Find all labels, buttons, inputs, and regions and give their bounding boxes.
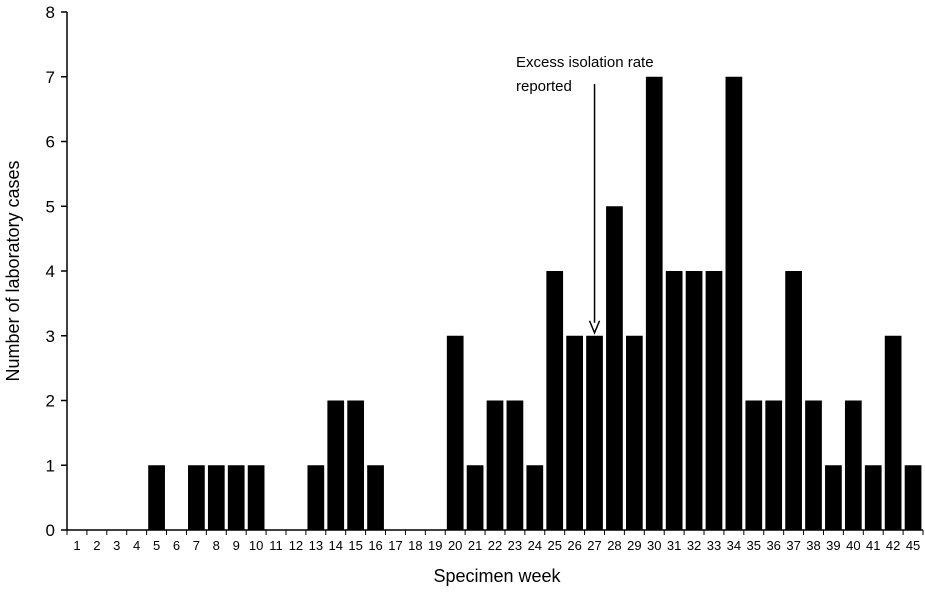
- bar-week-10: [247, 465, 265, 530]
- x-tick-label: 39: [826, 538, 840, 553]
- bar-week-14: [327, 400, 345, 530]
- x-tick-label: 32: [687, 538, 701, 553]
- bar-week-34: [725, 76, 743, 530]
- x-tick-label: 24: [528, 538, 542, 553]
- bar-week-31: [665, 271, 683, 530]
- x-tick-label: 36: [766, 538, 780, 553]
- x-tick-label: 6: [173, 538, 180, 553]
- x-tick-label: 2: [93, 538, 100, 553]
- x-tick-label: 9: [233, 538, 240, 553]
- bar-week-28: [606, 206, 623, 530]
- bar-week-22: [486, 400, 504, 530]
- x-tick-label: 7: [193, 538, 200, 553]
- bar-week-8: [207, 465, 225, 530]
- x-tick-label: 12: [289, 538, 303, 553]
- annotation-line-2: reported: [516, 78, 572, 95]
- x-tick-label: 15: [348, 538, 362, 553]
- bar-week-5: [148, 465, 165, 530]
- y-tick-label: 5: [46, 197, 55, 216]
- bar-week-23: [506, 400, 524, 530]
- bar-week-32: [685, 271, 703, 530]
- y-tick-label: 2: [46, 392, 55, 411]
- bar-week-39: [825, 465, 842, 530]
- x-tick-label: 22: [488, 538, 502, 553]
- bar-week-38: [805, 400, 822, 530]
- x-tick-label: 42: [886, 538, 900, 553]
- x-tick-label: 4: [133, 538, 140, 553]
- y-tick-label: 6: [46, 133, 55, 152]
- x-tick-label: 25: [547, 538, 561, 553]
- x-tick-label: 8: [213, 538, 220, 553]
- bar-week-30: [645, 76, 663, 530]
- bar-week-21: [466, 465, 484, 530]
- x-tick-label: 40: [846, 538, 860, 553]
- bar-week-27: [586, 335, 603, 530]
- x-tick-label: 14: [329, 538, 343, 553]
- bar-week-24: [526, 465, 544, 530]
- x-tick-label: 19: [428, 538, 442, 553]
- x-tick-label: 37: [786, 538, 800, 553]
- bar-week-9: [227, 465, 245, 530]
- bar-week-25: [546, 271, 564, 530]
- x-tick-label: 30: [647, 538, 661, 553]
- x-tick-label: 5: [153, 538, 160, 553]
- x-tick-label: 29: [627, 538, 641, 553]
- x-tick-label: 28: [607, 538, 621, 553]
- x-tick-label: 10: [249, 538, 263, 553]
- x-tick-label: 38: [806, 538, 820, 553]
- x-tick-label: 45: [906, 538, 920, 553]
- x-tick-label: 35: [747, 538, 761, 553]
- x-tick-label: 41: [866, 538, 880, 553]
- bar-week-41: [864, 465, 882, 530]
- bar-week-13: [307, 465, 325, 530]
- x-tick-label: 13: [309, 538, 323, 553]
- annotation-arrow-head: [588, 320, 601, 335]
- annotation: Excess isolation rate reported: [516, 54, 654, 335]
- y-tick-label: 4: [46, 262, 55, 281]
- bar-week-36: [765, 400, 783, 530]
- bar-week-42: [884, 335, 902, 530]
- x-tick-label: 11: [269, 538, 283, 553]
- y-tick-label: 0: [46, 521, 55, 540]
- y-tick-label: 7: [46, 68, 55, 87]
- bar-week-7: [188, 465, 205, 530]
- bar-week-40: [844, 400, 862, 530]
- x-tick-label: 3: [113, 538, 120, 553]
- bar-week-33: [705, 271, 723, 530]
- annotation-line-1: Excess isolation rate: [516, 54, 654, 71]
- x-tick-label: 18: [408, 538, 422, 553]
- x-tick-label: 26: [567, 538, 581, 553]
- x-tick-label: 23: [508, 538, 522, 553]
- bar-week-37: [785, 271, 802, 530]
- y-tick-label: 1: [46, 456, 55, 475]
- bar-week-20: [446, 335, 464, 530]
- x-tick-label: 21: [468, 538, 482, 553]
- x-tick-label: 34: [727, 538, 741, 553]
- bars-layer: [148, 76, 922, 530]
- x-tick-label: 20: [448, 538, 462, 553]
- y-axis-title: Number of laboratory cases: [3, 160, 23, 381]
- x-tick-label: 27: [587, 538, 601, 553]
- bar-week-45: [904, 465, 922, 530]
- y-tick-label: 8: [46, 3, 55, 22]
- x-axis-title: Specimen week: [433, 566, 561, 586]
- x-tick-label: 17: [388, 538, 402, 553]
- bar-week-35: [745, 400, 763, 530]
- x-tick-label: 33: [707, 538, 721, 553]
- y-tick-label: 3: [46, 327, 55, 346]
- bar-week-26: [566, 335, 583, 530]
- bar-week-15: [347, 400, 365, 530]
- x-tick-label: 16: [368, 538, 382, 553]
- x-tick-label: 1: [73, 538, 80, 553]
- x-tick-label: 31: [667, 538, 681, 553]
- bar-week-29: [625, 335, 643, 530]
- bar-week-16: [367, 465, 384, 530]
